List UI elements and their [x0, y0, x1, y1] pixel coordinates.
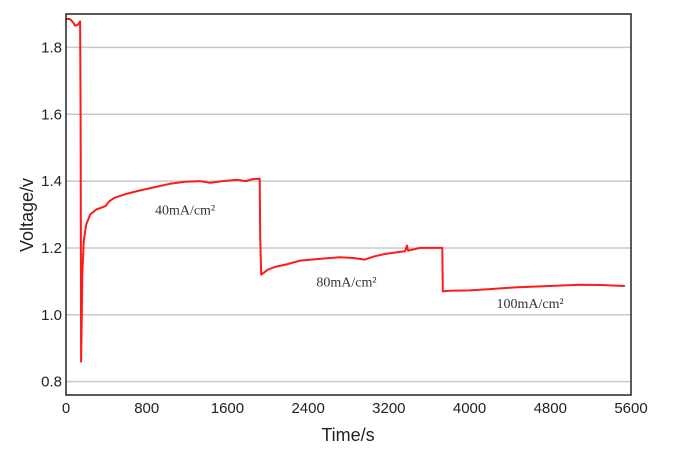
- grid-lines: [66, 46, 631, 383]
- x-tick-label: 800: [134, 400, 159, 417]
- y-tick-label: 1.0: [41, 307, 62, 324]
- annotations: 40mA/cm² 80mA/cm² 100mA/cm²: [155, 204, 564, 313]
- x-tick-label: 0: [62, 400, 70, 417]
- y-tick-label: 0.8: [41, 374, 62, 391]
- x-tick-label: 2400: [291, 400, 324, 417]
- plot-frame: [65, 13, 632, 396]
- x-tick-label: 1600: [211, 400, 244, 417]
- y-tick-label: 1.4: [41, 173, 62, 190]
- annotation-label: 100mA/cm²: [497, 297, 564, 312]
- y-tick-label: 1.8: [41, 39, 62, 56]
- x-tick-label: 4000: [453, 400, 486, 417]
- y-tick-label: 1.2: [41, 240, 62, 257]
- x-tick-label: 3200: [372, 400, 405, 417]
- y-tick-label: 1.6: [41, 106, 62, 123]
- annotation-label: 40mA/cm²: [155, 204, 215, 219]
- y-ticks: 0.8 1.0 1.2 1.4 1.6 1.8: [41, 39, 62, 390]
- x-tick-label: 4800: [534, 400, 567, 417]
- x-ticks: 0 800 1600 2400 3200 4000 4800 5600: [62, 400, 648, 417]
- y-axis-label: Voltage/v: [17, 178, 37, 252]
- x-axis-label: Time/s: [321, 425, 374, 445]
- voltage-series-line: [66, 18, 625, 363]
- x-tick-label: 5600: [614, 400, 647, 417]
- annotation-label: 80mA/cm²: [316, 275, 376, 290]
